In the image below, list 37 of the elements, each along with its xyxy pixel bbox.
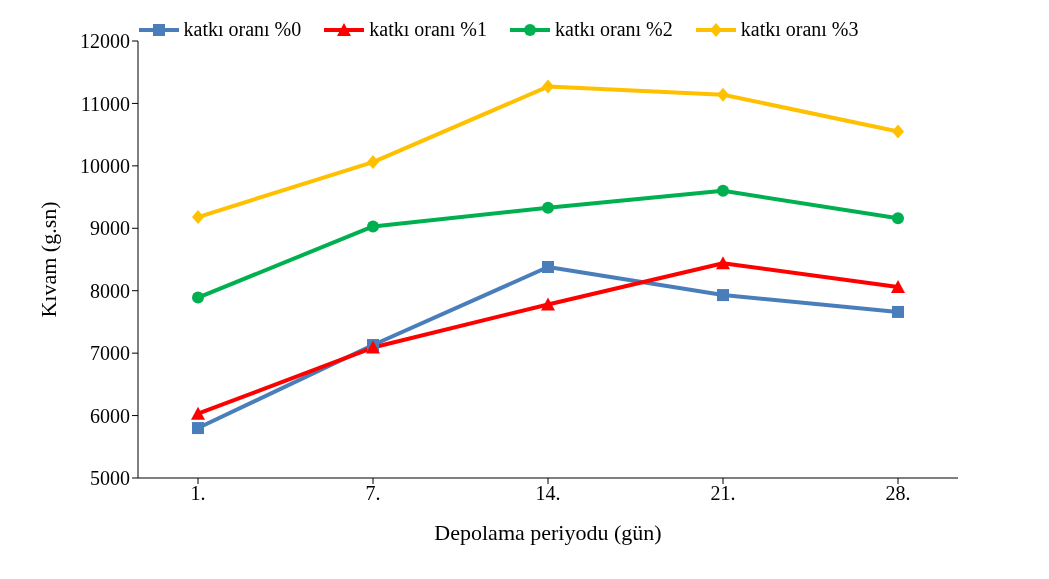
point — [717, 184, 729, 197]
legend-label: katkı oranı %3 — [740, 18, 859, 41]
point — [717, 87, 729, 102]
y-tick-label: 5000 — [90, 467, 130, 490]
point — [892, 212, 904, 225]
point — [891, 279, 905, 293]
point — [191, 406, 205, 420]
point — [542, 260, 554, 273]
point — [367, 155, 379, 170]
y-tick-label: 7000 — [90, 342, 130, 365]
point — [542, 201, 554, 214]
point — [542, 79, 554, 94]
y-axis-title: Kıvam (g.sn) — [35, 201, 61, 318]
y-tick-label: 11000 — [80, 92, 130, 115]
point — [192, 210, 204, 225]
point — [892, 124, 904, 139]
legend-label: katkı oranı %0 — [183, 18, 302, 41]
x-tick-label: 14. — [535, 482, 561, 505]
point — [716, 256, 730, 270]
point — [717, 289, 729, 302]
legend-label: katkı oranı %2 — [555, 18, 673, 41]
point — [541, 297, 555, 311]
y-tick-label: 6000 — [90, 404, 130, 427]
x-tick-label: 28. — [885, 482, 911, 505]
x-axis-title: Depolama periyodu (gün) — [434, 520, 662, 545]
y-tick-label: 12000 — [80, 30, 130, 53]
y-tick-label: 9000 — [90, 217, 130, 240]
y-tick-label: 10000 — [80, 154, 130, 177]
y-tick-label: 8000 — [90, 279, 130, 302]
point — [892, 305, 904, 318]
point — [192, 422, 204, 435]
x-tick-label: 1. — [190, 482, 206, 505]
point — [367, 220, 379, 233]
x-tick-label: 7. — [365, 482, 381, 505]
point — [192, 291, 204, 304]
x-tick-label: 21. — [710, 482, 736, 505]
legend-label: katkı oranı %1 — [369, 18, 487, 41]
